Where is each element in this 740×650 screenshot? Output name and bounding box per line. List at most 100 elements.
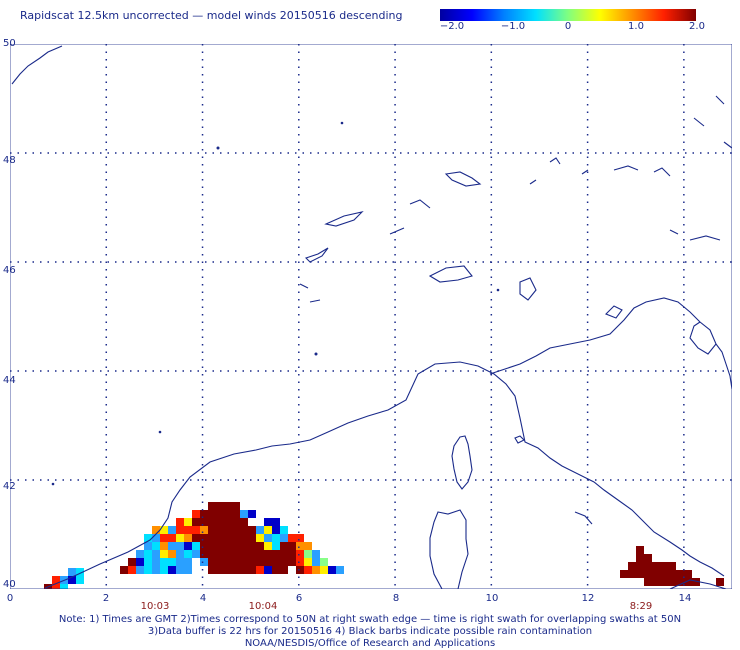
data-cell: [280, 550, 288, 558]
footnote-line-2: 3)Data buffer is 22 hrs for 20150516 4) …: [147, 626, 593, 637]
data-cell: [136, 550, 144, 558]
data-cell: [232, 550, 240, 558]
data-cell: [192, 534, 200, 542]
data-cell: [676, 578, 684, 586]
data-cell: [128, 566, 136, 574]
data-cell: [216, 550, 224, 558]
coastline-adriatic: [489, 297, 732, 390]
lake-20: [669, 229, 679, 235]
data-cell: [232, 510, 240, 518]
y-tick-label: 42: [3, 481, 16, 492]
colorbar-label: −1.0: [500, 21, 526, 32]
data-cell: [76, 576, 84, 584]
data-cell: [208, 534, 216, 542]
data-cell: [144, 542, 152, 550]
data-cell: [208, 566, 216, 574]
data-cell: [176, 542, 184, 550]
colorbar-label: 2.0: [689, 21, 705, 32]
data-cell: [200, 518, 208, 526]
data-cell: [256, 566, 264, 574]
sicily-tip: [669, 579, 727, 589]
data-cell: [160, 550, 168, 558]
data-cell: [272, 518, 280, 526]
data-cell: [160, 526, 168, 534]
data-cell: [272, 526, 280, 534]
data-cell: [296, 566, 304, 574]
data-cell: [52, 584, 60, 589]
data-cell: [120, 566, 128, 574]
data-cell: [192, 518, 200, 526]
data-cell: [288, 542, 296, 550]
data-cell: [224, 518, 232, 526]
data-cell: [68, 576, 76, 584]
data-cell: [668, 578, 676, 586]
lake-7: [309, 299, 321, 303]
data-cell: [208, 542, 216, 550]
data-cell: [192, 510, 200, 518]
data-cell: [288, 558, 296, 566]
data-cell: [216, 534, 224, 542]
lake-14: [689, 235, 721, 241]
data-cell: [644, 562, 652, 570]
data-cell: [620, 570, 628, 578]
data-cell: [264, 550, 272, 558]
data-cell: [264, 558, 272, 566]
data-cell: [644, 554, 652, 562]
data-cell: [168, 558, 176, 566]
data-cell: [256, 558, 264, 566]
data-cell: [240, 526, 248, 534]
data-cell: [60, 584, 68, 589]
lat-lon-grid: [10, 44, 732, 589]
data-cell: [280, 558, 288, 566]
data-cell: [200, 550, 208, 558]
data-cell: [224, 534, 232, 542]
data-cell: [684, 578, 692, 586]
data-cell: [152, 534, 160, 542]
data-cell: [636, 554, 644, 562]
y-tick-label: 48: [3, 155, 16, 166]
data-cell: [320, 566, 328, 574]
data-cell: [636, 570, 644, 578]
data-cell: [76, 568, 84, 576]
data-cell: [272, 566, 280, 574]
colorbar-label: −2.0: [439, 21, 465, 32]
data-cell: [272, 542, 280, 550]
data-cell: [248, 510, 256, 518]
data-cell: [224, 526, 232, 534]
data-cell: [288, 550, 296, 558]
data-cell: [176, 526, 184, 534]
data-cell: [280, 534, 288, 542]
data-cell: [224, 558, 232, 566]
data-cell: [168, 534, 176, 542]
data-cell: [232, 526, 240, 534]
coastline-dots: [51, 121, 500, 486]
y-tick-label: 50: [3, 38, 16, 49]
x-tick-label: 6: [295, 593, 303, 604]
lake-19: [299, 283, 309, 289]
map-plot: [10, 44, 732, 589]
data-cell: [152, 542, 160, 550]
data-cell: [264, 526, 272, 534]
lake-8: [409, 199, 431, 209]
data-cell: [248, 534, 256, 542]
data-cell: [160, 542, 168, 550]
colorbar-label: 1.0: [628, 21, 644, 32]
data-cell: [280, 542, 288, 550]
data-cell: [52, 576, 60, 584]
data-cell: [312, 550, 320, 558]
data-cell: [176, 566, 184, 574]
colorbar-gradient: [440, 9, 696, 21]
lake-6: [605, 305, 623, 319]
data-cell: [144, 566, 152, 574]
elba: [514, 435, 525, 444]
footnote-credit: NOAA/NESDIS/Office of Research and Appli…: [244, 638, 496, 649]
data-cell: [320, 558, 328, 566]
data-cell: [256, 526, 264, 534]
data-cell: [216, 542, 224, 550]
data-cell: [264, 518, 272, 526]
data-cell: [200, 510, 208, 518]
data-cell: [184, 550, 192, 558]
data-cell: [184, 566, 192, 574]
data-cell: [208, 510, 216, 518]
